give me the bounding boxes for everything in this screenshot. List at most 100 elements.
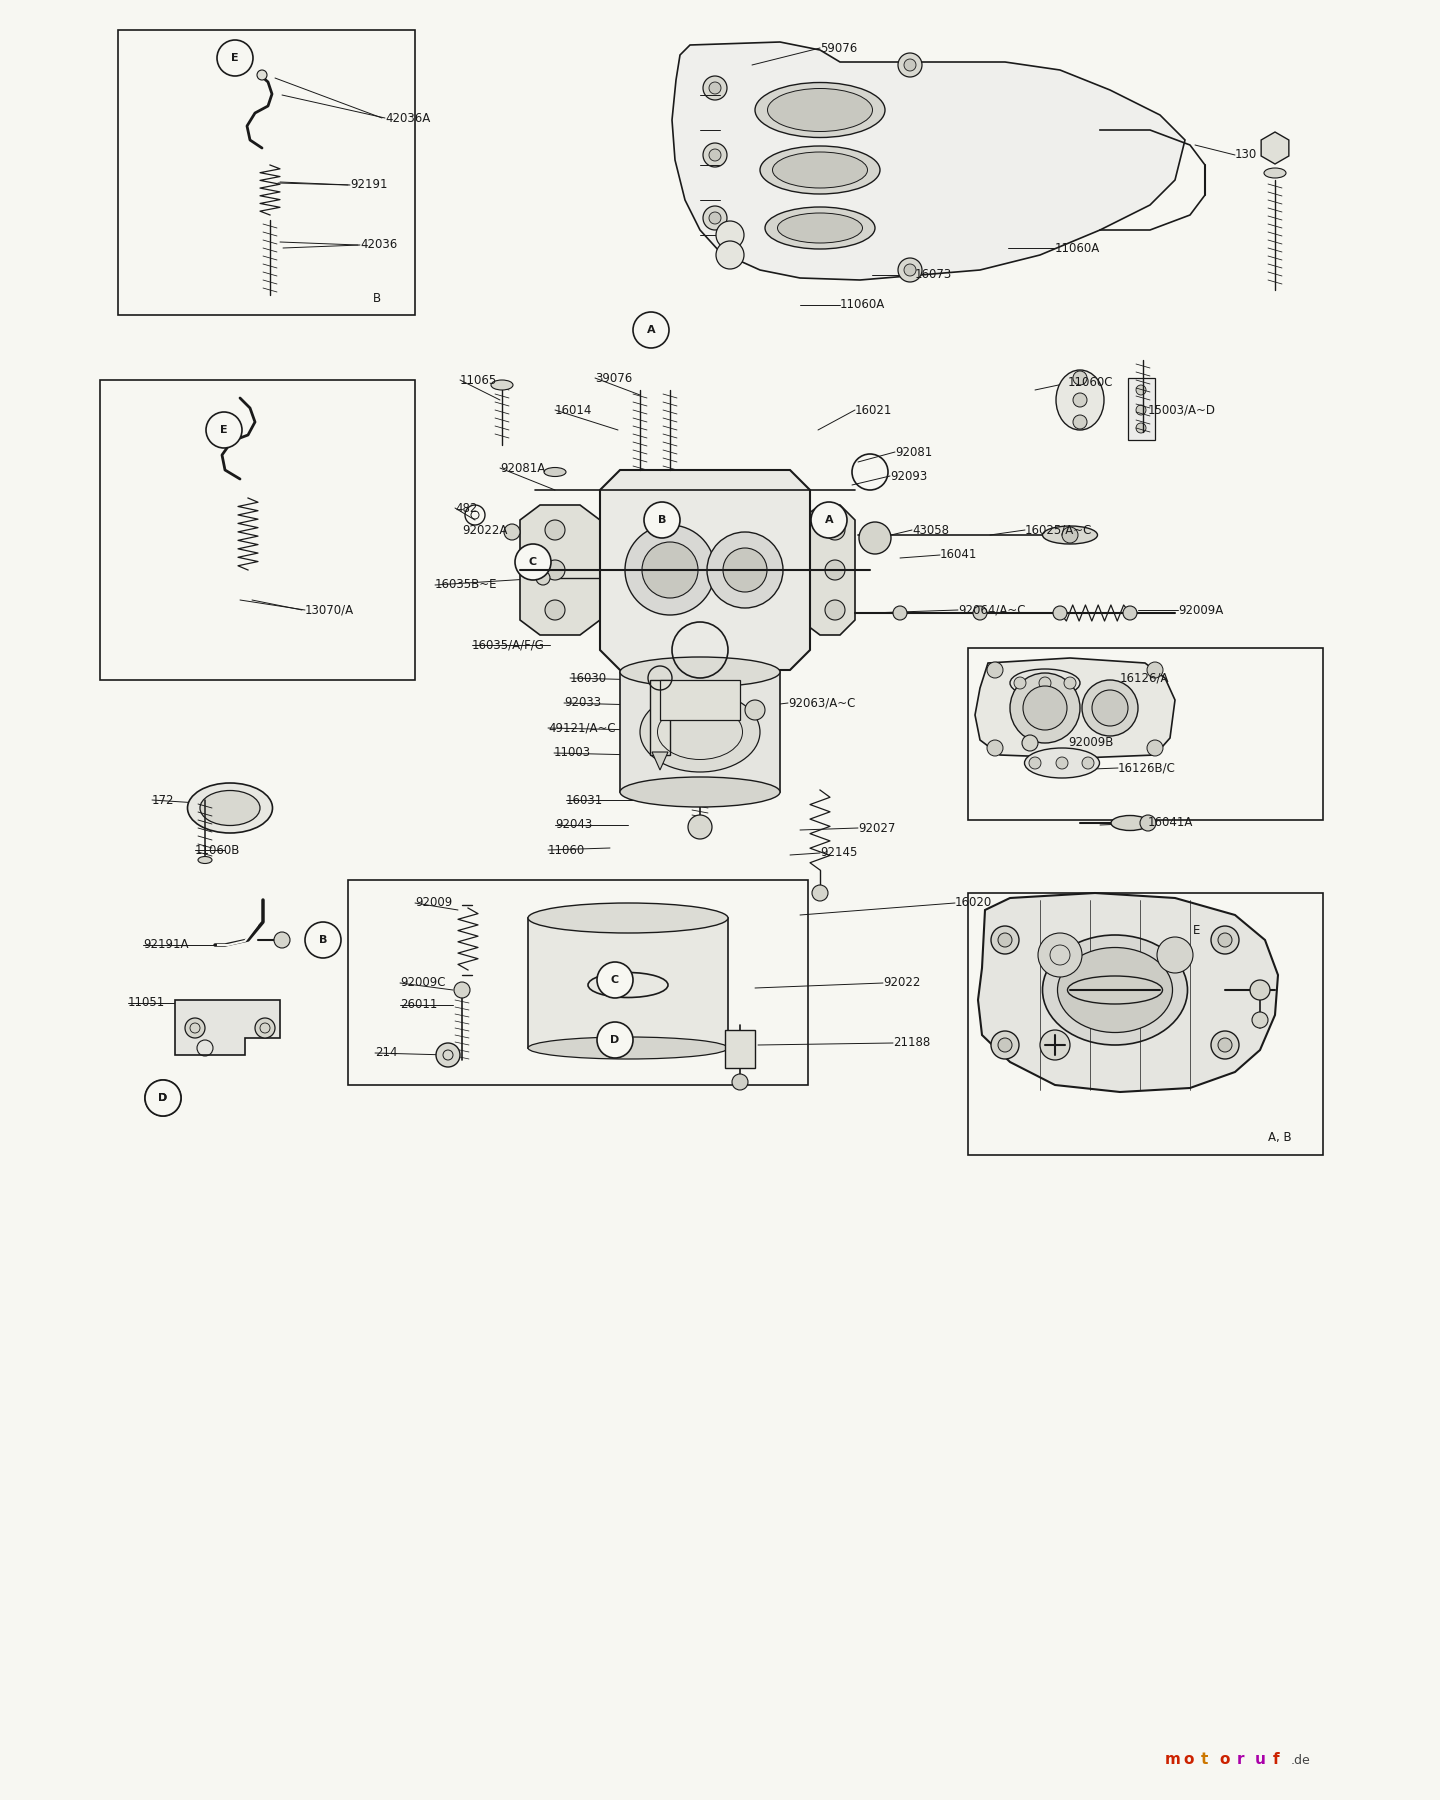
Text: D: D [158, 1093, 167, 1103]
Text: u: u [1256, 1753, 1266, 1768]
Circle shape [1148, 662, 1164, 679]
Text: 16025/A~C: 16025/A~C [1025, 524, 1093, 536]
Text: 11060A: 11060A [1056, 241, 1100, 254]
Circle shape [825, 599, 845, 619]
Circle shape [1251, 1012, 1269, 1028]
Circle shape [812, 886, 828, 902]
Text: 482: 482 [455, 502, 478, 515]
Polygon shape [652, 752, 668, 770]
Text: C: C [611, 976, 619, 985]
Circle shape [986, 740, 1004, 756]
Circle shape [1022, 734, 1038, 751]
Circle shape [904, 265, 916, 275]
Polygon shape [621, 671, 780, 792]
Circle shape [708, 83, 721, 94]
Polygon shape [528, 918, 729, 1048]
Circle shape [1053, 607, 1067, 619]
Polygon shape [176, 1001, 279, 1055]
Circle shape [504, 524, 520, 540]
Circle shape [708, 149, 721, 160]
Circle shape [1136, 385, 1146, 394]
Circle shape [1073, 371, 1087, 385]
Text: 42036: 42036 [360, 238, 397, 252]
Polygon shape [520, 506, 600, 635]
Circle shape [598, 1022, 634, 1058]
Circle shape [598, 961, 634, 997]
Circle shape [1092, 689, 1128, 725]
Text: D: D [611, 1035, 619, 1046]
Text: 92009A: 92009A [1178, 603, 1223, 616]
Text: C: C [528, 556, 537, 567]
Circle shape [991, 925, 1020, 954]
Circle shape [998, 1039, 1012, 1051]
Text: 43058: 43058 [912, 524, 949, 536]
Circle shape [256, 70, 266, 79]
Text: 11060C: 11060C [1068, 376, 1113, 389]
Circle shape [644, 502, 680, 538]
Circle shape [544, 520, 564, 540]
Text: 92145: 92145 [819, 846, 857, 860]
Text: 92063/A~C: 92063/A~C [788, 697, 855, 709]
Text: 92043: 92043 [554, 819, 592, 832]
Text: 11003: 11003 [554, 747, 592, 760]
Ellipse shape [760, 146, 880, 194]
Text: 92191: 92191 [350, 178, 387, 191]
Circle shape [1038, 932, 1081, 977]
Text: .de: .de [1292, 1753, 1310, 1766]
Text: 130: 130 [1236, 149, 1257, 162]
Circle shape [1030, 758, 1041, 769]
Circle shape [1040, 1030, 1070, 1060]
Text: 42036A: 42036A [384, 112, 431, 124]
Ellipse shape [1067, 976, 1162, 1004]
Circle shape [732, 1075, 747, 1091]
Text: 92022: 92022 [883, 976, 920, 990]
Circle shape [145, 1080, 181, 1116]
Circle shape [1218, 1039, 1233, 1051]
Circle shape [973, 607, 986, 619]
Circle shape [1123, 607, 1138, 619]
Ellipse shape [491, 380, 513, 391]
Text: 214: 214 [374, 1046, 397, 1060]
Text: E: E [1192, 923, 1201, 936]
Circle shape [1014, 677, 1025, 689]
Circle shape [723, 547, 768, 592]
Text: 92009B: 92009B [1068, 736, 1113, 749]
Circle shape [1136, 405, 1146, 416]
Circle shape [1211, 1031, 1238, 1058]
Circle shape [1136, 423, 1146, 434]
Ellipse shape [1043, 934, 1188, 1046]
Circle shape [1063, 527, 1079, 544]
Ellipse shape [544, 468, 566, 477]
Circle shape [744, 700, 765, 720]
Ellipse shape [528, 904, 729, 932]
Polygon shape [978, 893, 1279, 1093]
Text: B: B [658, 515, 667, 526]
Ellipse shape [528, 1037, 729, 1058]
Text: 16126/A: 16126/A [1120, 671, 1169, 684]
Circle shape [634, 311, 670, 347]
Circle shape [991, 1031, 1020, 1058]
Text: 16020: 16020 [955, 896, 992, 909]
Bar [348, 880, 808, 1085]
Circle shape [625, 526, 716, 616]
Circle shape [1022, 686, 1067, 731]
Circle shape [1140, 815, 1156, 832]
Circle shape [305, 922, 341, 958]
Bar [968, 648, 1323, 821]
Circle shape [811, 502, 847, 538]
Circle shape [1040, 677, 1051, 689]
Ellipse shape [199, 857, 212, 864]
Circle shape [1250, 979, 1270, 1001]
Polygon shape [672, 41, 1185, 281]
Polygon shape [975, 659, 1175, 758]
Ellipse shape [1112, 815, 1149, 830]
Text: B: B [373, 292, 382, 304]
Text: E: E [232, 52, 239, 63]
Text: 16035B~E: 16035B~E [435, 578, 497, 592]
Ellipse shape [639, 691, 760, 772]
Circle shape [544, 560, 564, 580]
Text: 92009C: 92009C [400, 976, 445, 990]
Text: A, B: A, B [1269, 1132, 1292, 1145]
Text: 16030: 16030 [570, 671, 608, 684]
Text: 92033: 92033 [564, 697, 600, 709]
